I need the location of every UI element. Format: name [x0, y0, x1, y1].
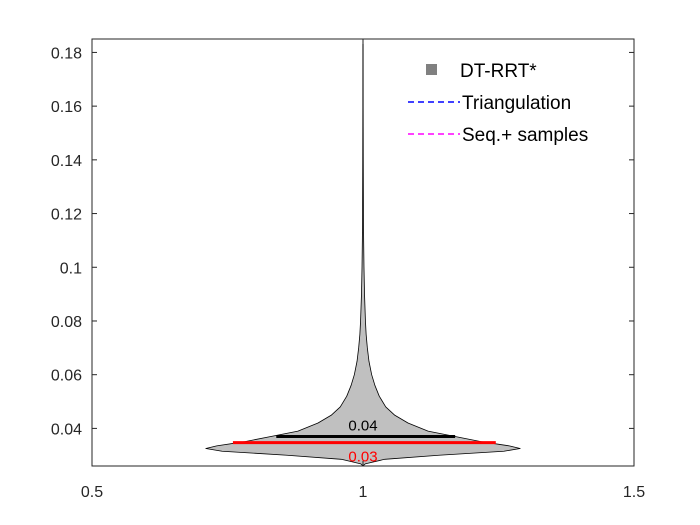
x-tick-label: 1: [359, 484, 368, 501]
y-tick-label: 0.1: [60, 260, 82, 277]
axes: 0.04 0.06 0.08 0.1 0.12 0.14 0.16 0.18 0.5 1 1.5: [51, 38, 645, 501]
legend: DT-RRT* Triangulation Seq.+ samples: [408, 61, 588, 146]
legend-label-0: DT-RRT*: [460, 61, 537, 82]
y-tick-label: 0.12: [51, 207, 82, 224]
legend-swatch-0: [426, 64, 437, 75]
y-tick-label: 0.06: [51, 368, 82, 385]
legend-label-1: Triangulation: [462, 93, 571, 114]
y-tick-label: 0.14: [51, 153, 82, 170]
x-tick-label: 1.5: [623, 484, 645, 501]
y-tick-label: 0.08: [51, 314, 82, 331]
median-label: 0.03: [348, 449, 377, 466]
y-tick-label: 0.18: [51, 45, 82, 62]
mean-label: 0.04: [348, 417, 377, 434]
y-tick-label: 0.04: [51, 421, 82, 438]
legend-label-2: Seq.+ samples: [462, 125, 588, 146]
x-tick-label: 0.5: [81, 484, 103, 501]
y-tick-label: 0.16: [51, 99, 82, 116]
